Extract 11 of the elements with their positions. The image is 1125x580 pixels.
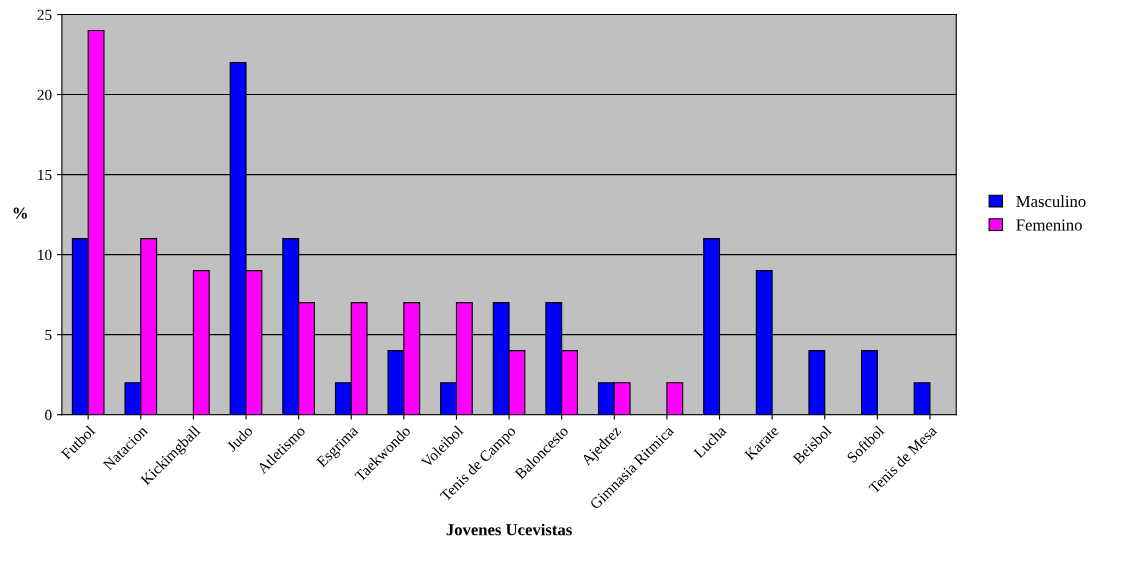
x-axis-title: Jovenes Ucevistas [446,523,572,536]
legend-label: Masculino [1016,195,1086,208]
legend-label: Femenino [1016,219,1082,231]
x-tick-label: Judo [225,424,254,453]
y-axis-title: % [13,207,27,219]
y-tick-label: 20 [37,89,52,100]
y-tick-label: 5 [45,329,52,341]
y-tick-label: 0 [45,409,52,421]
y-tick-label: 25 [37,9,52,20]
y-tick-label: 10 [38,249,52,261]
y-tick-label: 15 [38,169,52,181]
